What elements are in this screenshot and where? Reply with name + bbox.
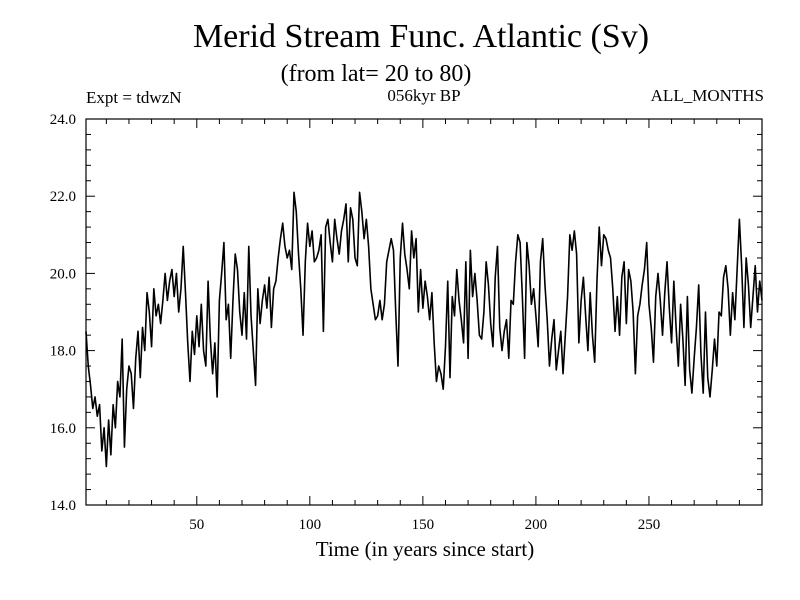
y-tick-label: 24.0 [50,112,76,128]
chart-subtitle: (from lat= 20 to 80) [280,61,472,87]
x-tick-label: 250 [638,517,661,533]
x-axis-label: Time (in years since start) [315,537,535,561]
plot-frame [85,118,763,506]
x-tick-label: 150 [412,517,435,533]
y-tick-label: 14.0 [50,498,76,514]
x-tick-label: 200 [525,517,548,533]
y-tick-label: 18.0 [50,344,76,360]
series-layer [85,191,763,468]
months-label: ALL_MONTHS [650,86,764,105]
y-tick-label: 16.0 [50,421,76,437]
y-tick-label: 20.0 [50,266,76,282]
tick-labels: 14.0 16.0 18.0 20.0 22.0 24.0 50 100 150 200 250 [50,112,660,533]
epoch-label: 056kyr BP [387,86,461,105]
experiment-label: Expt = tdwzN [86,88,182,107]
series-line [85,191,763,468]
x-tick-label: 50 [189,517,204,533]
chart-title: Merid Stream Func. Atlantic (Sv) [192,18,650,55]
y-tick-label: 22.0 [50,189,76,205]
x-tick-label: 100 [299,517,322,533]
